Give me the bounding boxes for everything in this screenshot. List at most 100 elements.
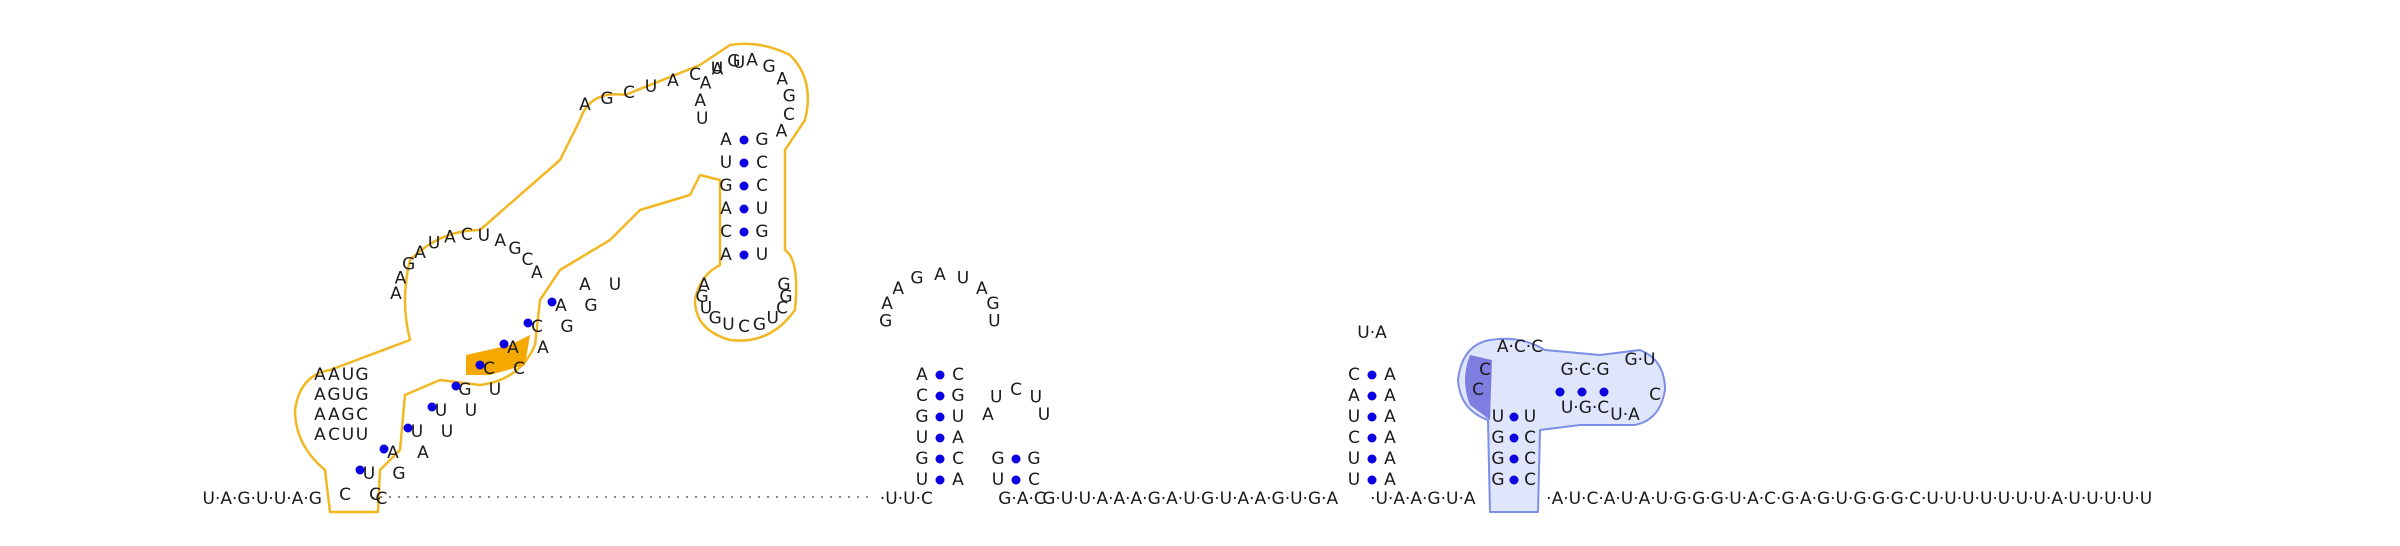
helix1-loop-nt: A (390, 284, 402, 304)
blue-left-stem-nt: G (1491, 470, 1504, 490)
blue-left-stem-nt: G (1491, 449, 1504, 469)
blue-loop-nt: C (1472, 380, 1484, 400)
helix1-pair-dot (427, 402, 437, 412)
helix1-upper-loop-nt: U (733, 53, 745, 73)
helix1-pair-dot (523, 318, 533, 328)
helix1-upper-loop-nt: C (623, 83, 635, 103)
hairpin-3-loop-nt: U (990, 387, 1002, 407)
hairpin-4-pair-dot (1367, 370, 1377, 380)
helix1-loop-nt: A (531, 263, 543, 283)
hairpin-4-pair-dot (1367, 391, 1377, 401)
hairpin-2-left-stem-nt: A (916, 365, 928, 385)
hairpin-2-loop-nt: G (986, 294, 999, 314)
hairpin-2-pair-dot (935, 475, 945, 485)
helix1-loop-nt: U (478, 226, 490, 246)
hairpin-4-left-stem-nt: A (1348, 386, 1360, 406)
hairpin-2-left-stem-nt: G (915, 407, 928, 427)
helix1-upper-loop-nt: U (711, 59, 723, 79)
hairpin-4-right-stem-nt: A (1384, 386, 1396, 406)
long-hairpin-right-stem-nt: C (756, 176, 768, 196)
long-hairpin-loop-nt: C (776, 299, 788, 319)
helix1-upper-loop-nt: C (689, 65, 701, 85)
blue-inner-pair-dot (1555, 387, 1565, 397)
hairpin-2-loop-nt: A (934, 265, 946, 285)
helix1-pair-dot (547, 297, 557, 307)
helix1-lower-loop-nt: U (342, 385, 354, 405)
helix1-lower-loop-nt: A (314, 385, 326, 405)
hairpin-2-loop-nt: G (879, 311, 892, 331)
long-hairpin-loop-nt: C (738, 317, 750, 337)
sequence-strip-segment: U·A·G·U·U·A·G (203, 489, 322, 509)
blue-loop-nt: G·C·G (1560, 360, 1609, 380)
helix1-pair-dot (403, 423, 413, 433)
hairpin-4-pair-dot (1367, 475, 1377, 485)
hairpin-2-loop-nt: A (892, 279, 904, 299)
long-hairpin-right-stem-nt: G (755, 222, 768, 242)
blue-right-stem-nt: C (1524, 470, 1536, 490)
sequence-strip-segment: G·U·U·A·A·A·G·A·U·G·U·A·A·G·U·G·A (1042, 489, 1338, 509)
hairpin-2-pair-dot (935, 433, 945, 443)
helix1-left-nt: A (387, 443, 399, 463)
hairpin-2-loop-nt: A (881, 294, 893, 314)
hairpin-4-right-stem-nt: A (1384, 449, 1396, 469)
hairpin-4-pair-dot (1367, 454, 1377, 464)
base-pair-dots (355, 135, 1609, 485)
long-hairpin-top-loop-nt: G (763, 57, 776, 77)
helix1-upper-loop-nt: A (667, 71, 679, 91)
hairpin-2-right-stem-nt: C (952, 449, 964, 469)
long-hairpin-top-loop-nt: A (746, 51, 758, 71)
helix1-upper-loop-nt: A (579, 95, 591, 115)
helix1-loop-nt: A (494, 231, 506, 251)
hairpin-2-left-stem-nt: C (916, 386, 928, 406)
hairpin-4-right-stem-nt: A (1384, 470, 1396, 490)
long-hairpin-top-loop-nt: A (700, 73, 712, 93)
blue-pair-dot (1509, 475, 1519, 485)
helix1-right-nt: U (465, 401, 477, 421)
hairpin-4-left-stem-nt: U (1348, 470, 1360, 490)
helix1-lower-loop-nt: G (327, 385, 340, 405)
blue-loop-nt: G·U (1624, 350, 1655, 370)
helix1-right-nt: U (489, 380, 501, 400)
long-hairpin-loop-nt: G (777, 275, 790, 295)
hairpin-2-right-stem-nt: G (951, 386, 964, 406)
blue-loop-nt: A·C·C (1497, 337, 1543, 357)
blue-right-stem-nt: C (1524, 428, 1536, 448)
helix1-loop-nt: A (444, 228, 456, 248)
hairpin-2-loop-nt: U (957, 269, 969, 289)
blue-inner-pair-dot (1599, 387, 1609, 397)
long-hairpin-pair-dot (739, 135, 749, 145)
long-hairpin-top-loop-nt: A (712, 59, 724, 79)
blue-loop-nt: C (1479, 360, 1491, 380)
helix1-right-nt: A (417, 443, 429, 463)
helix1-left-nt: A (579, 275, 591, 295)
long-hairpin-loop-nt: G (709, 308, 722, 328)
hairpin-2-pair-dot (935, 454, 945, 464)
long-hairpin-left-stem-nt: C (720, 222, 732, 242)
helix1-upper-loop-nt: G (600, 89, 613, 109)
helix1-right-nt: C (513, 359, 525, 379)
blue-loop-nt: C (1649, 385, 1661, 405)
hairpin-2-right-stem-nt: A (952, 470, 964, 490)
helix1-lower-loop-nt: A (314, 405, 326, 425)
long-hairpin-loop-nt: U (722, 315, 734, 335)
blue-loop-nt: U·A (1610, 405, 1640, 425)
hairpin-3-pair-dot (1011, 454, 1021, 464)
long-hairpin-loop-nt: G (753, 315, 766, 335)
blue-domain (1457, 337, 1666, 513)
hairpin-4-loop-nt: U·A (1357, 323, 1387, 343)
long-hairpin-loop-nt: A (698, 275, 710, 295)
blue-right-stem-nt: U (1524, 407, 1536, 427)
hairpin-3-left-stem-nt: G (991, 449, 1004, 469)
blue-highlight-segment (1465, 355, 1492, 420)
hairpin-3-pair-dot (1011, 475, 1021, 485)
long-hairpin-left-stem-nt: A (720, 130, 732, 150)
long-hairpin-pair-dot (739, 204, 749, 214)
hairpin-2-loop-nt: G (910, 269, 923, 289)
hairpin-2-left-stem-nt: U (916, 428, 928, 448)
long-hairpin-pair-dot (739, 158, 749, 168)
helix1-loop-nt: C (521, 250, 533, 270)
hairpin-2-left-stem-nt: U (916, 470, 928, 490)
helix1-right-nt: A (537, 338, 549, 358)
long-hairpin-right-stem-nt: U (756, 245, 768, 265)
